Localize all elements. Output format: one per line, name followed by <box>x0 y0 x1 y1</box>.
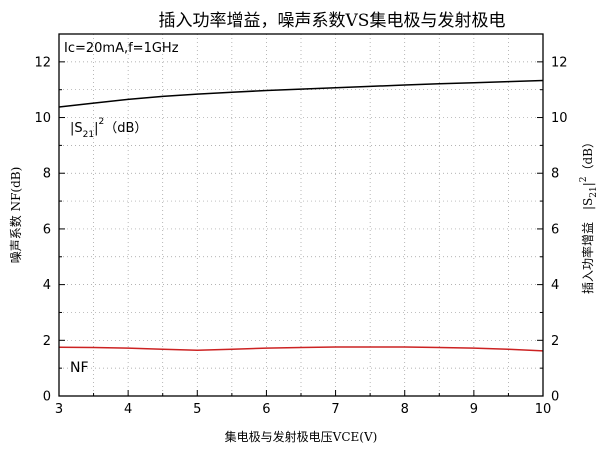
nf-annotation: NF <box>70 360 89 376</box>
s21-annotation-sup: 2 <box>98 117 104 127</box>
x-tick-label: 7 <box>331 402 339 417</box>
x-axis-label: 集电极与发射极电压VCE(V) <box>225 429 378 444</box>
y-tick-label-right: 6 <box>551 222 559 237</box>
series-layer <box>58 79 544 352</box>
y-tick-label-right: 4 <box>551 278 559 293</box>
x-tick-label: 8 <box>401 402 409 417</box>
y-tick-label-right: 8 <box>551 167 559 182</box>
series-line-s21 <box>58 79 544 108</box>
y-axis-label-left: 噪声系数 NF(dB) <box>8 167 23 264</box>
x-tick-label: 10 <box>535 402 552 417</box>
y-tick-label-right: 12 <box>551 55 568 70</box>
y-tick-label-left: 2 <box>43 334 51 349</box>
s21-annotation-pipe: | <box>94 121 98 136</box>
s21-annotation-unit: （dB） <box>104 121 147 136</box>
y-tick-label-left: 10 <box>34 111 51 126</box>
s21-annotation-sub: 21 <box>83 130 94 140</box>
y-tick-label-left: 6 <box>43 222 51 237</box>
y-tick-label-right: 0 <box>551 390 559 405</box>
x-tick-label: 9 <box>470 402 478 417</box>
y-tick-label-right: 2 <box>551 334 559 349</box>
y-tick-label-left: 12 <box>34 55 51 70</box>
s21-annotation: |S21|2（dB） <box>70 117 147 140</box>
y-axis-label-right: 插入功率增益 |S21|2（dB） <box>579 136 599 294</box>
y-tick-label-left: 8 <box>43 167 51 182</box>
y-tick-label-left: 0 <box>43 390 51 405</box>
y-tick-label-left: 4 <box>43 278 51 293</box>
x-tick-label: 6 <box>262 402 270 417</box>
condition-label: Ic=20mA,f=1GHz <box>64 41 179 56</box>
s21-annotation-main: |S <box>70 121 83 136</box>
series-line-nf <box>58 346 544 352</box>
y-tick-label-right: 10 <box>551 111 568 126</box>
x-tick-label: 4 <box>124 402 132 417</box>
chart-title: 插入功率增益，噪声系数VS集电极与发射极电 <box>159 11 506 31</box>
x-tick-label: 3 <box>55 402 63 417</box>
grid-layer <box>59 34 543 396</box>
x-tick-label: 5 <box>193 402 201 417</box>
